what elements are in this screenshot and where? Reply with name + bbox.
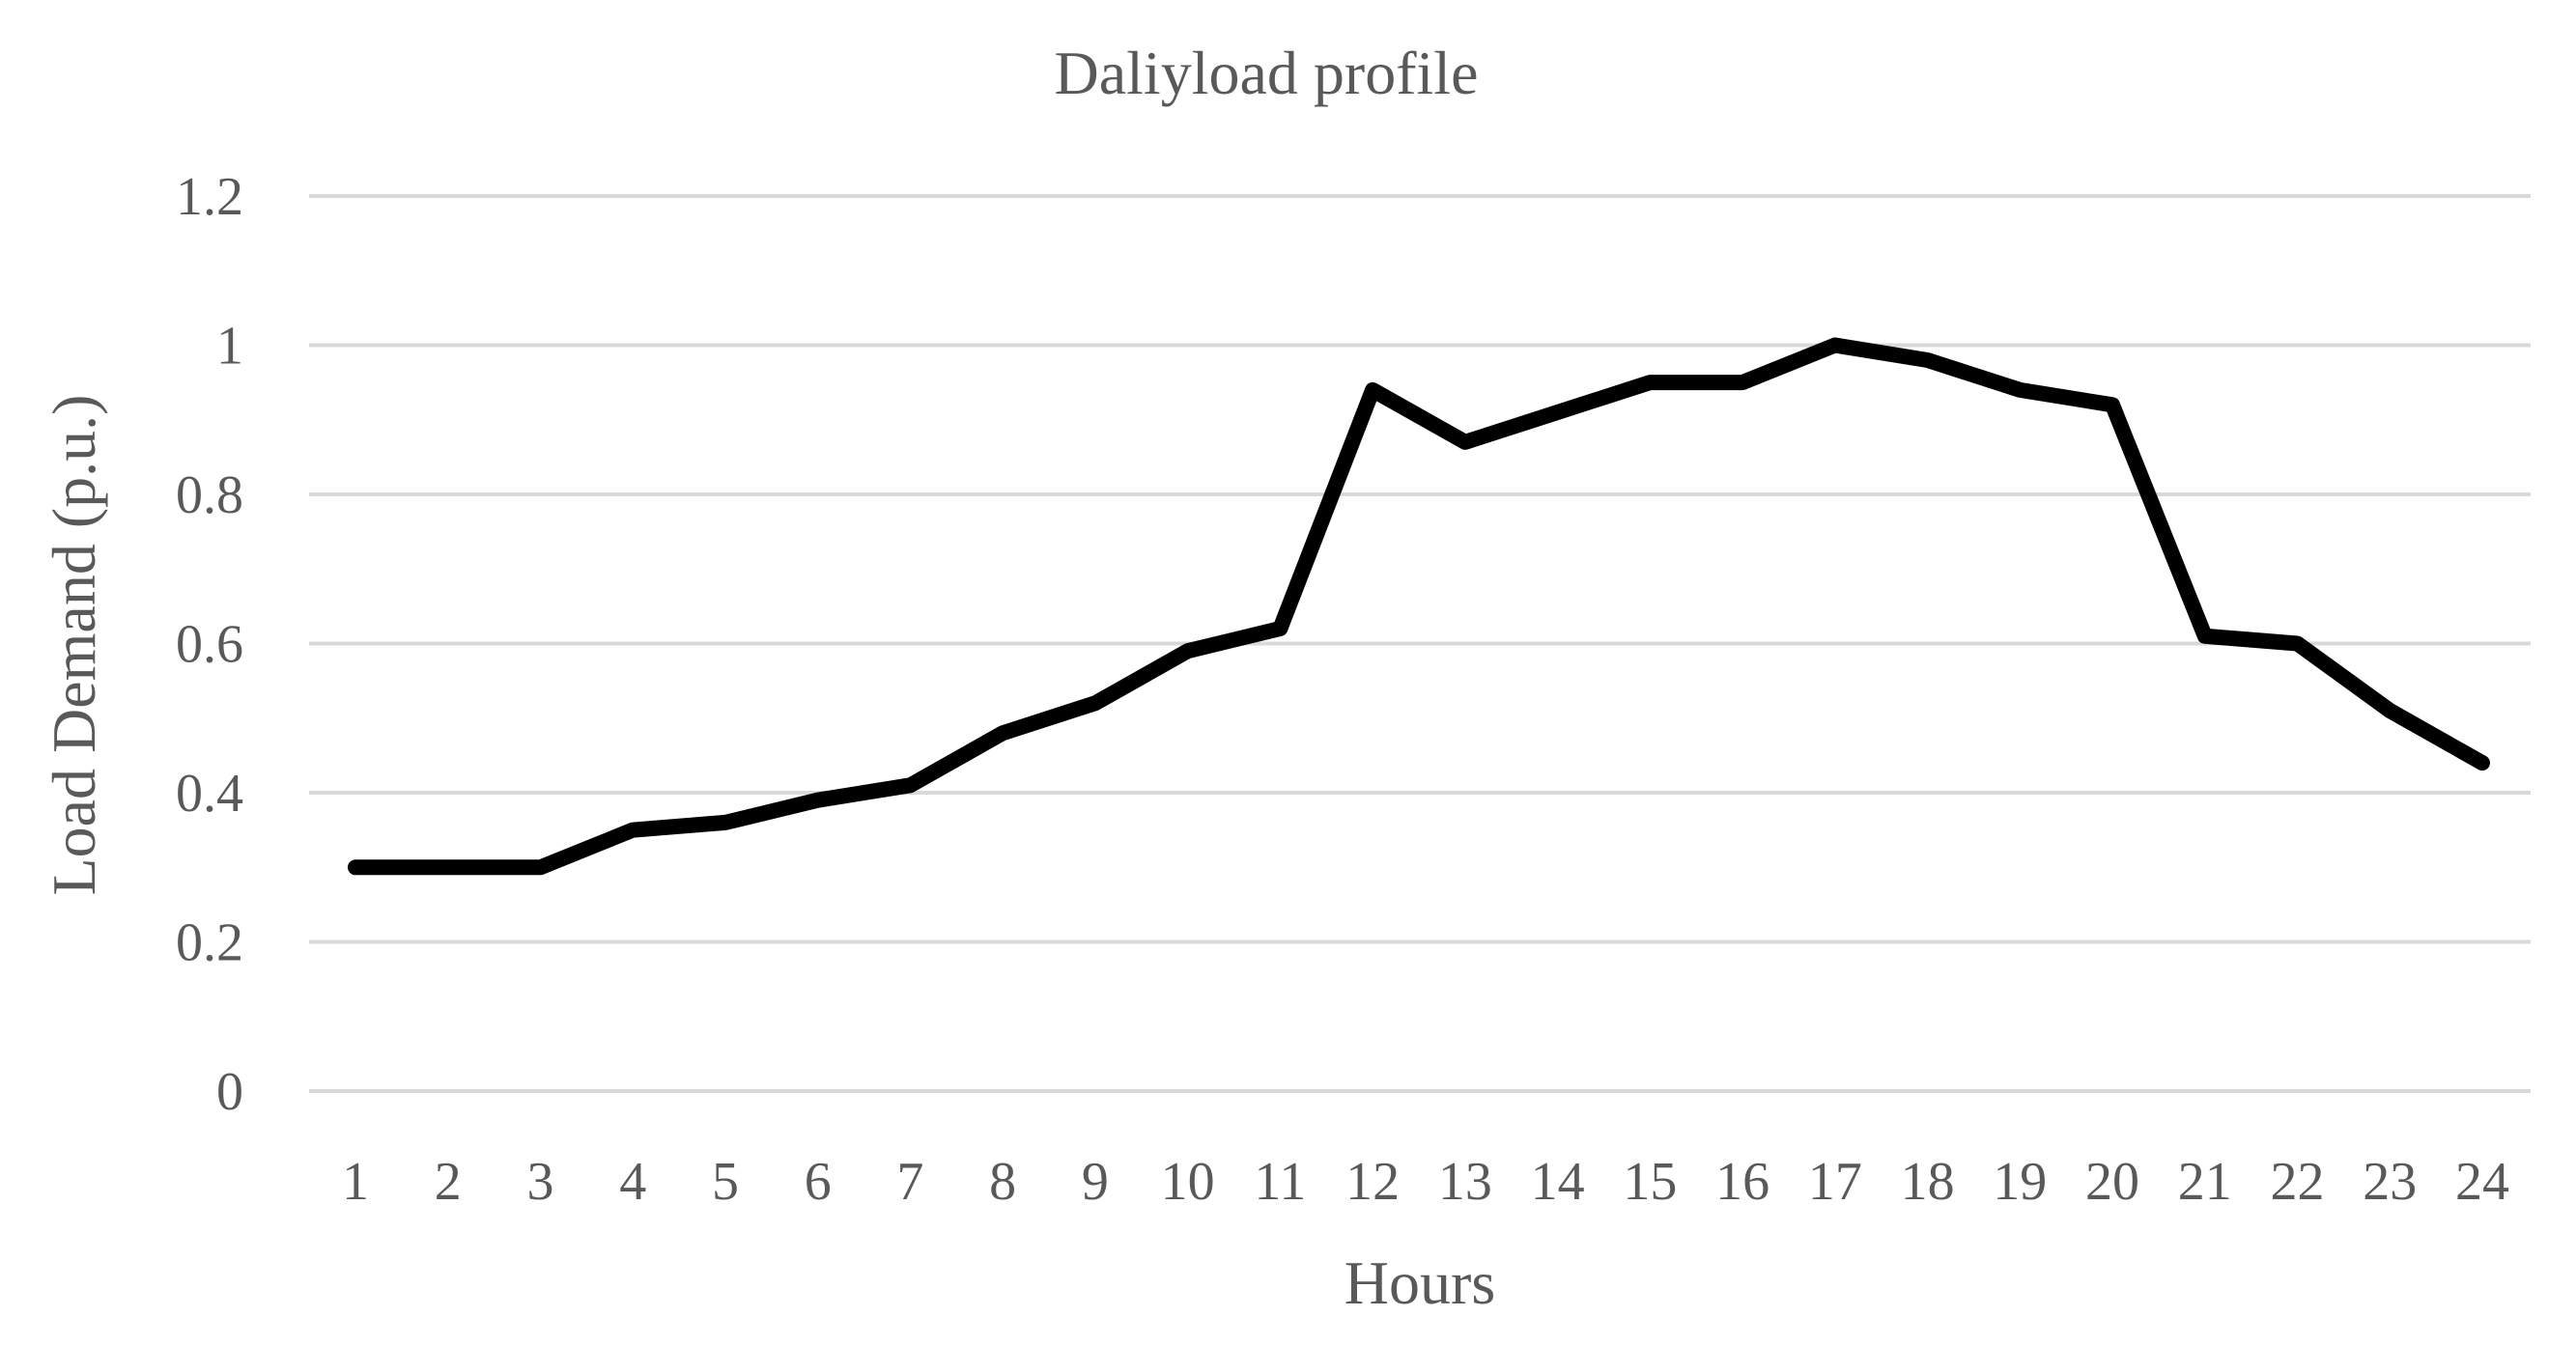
chart-title: Daliyload profile — [1055, 39, 1479, 107]
y-tick-label: 0 — [216, 1062, 243, 1122]
y-tick-label: 0.2 — [176, 913, 243, 973]
data-point — [1094, 702, 1096, 704]
data-point — [2481, 762, 2483, 764]
data-point — [1187, 650, 1189, 652]
data-point — [632, 829, 634, 831]
x-tick-label: 4 — [619, 1152, 646, 1212]
data-point — [724, 822, 726, 824]
x-tick-label: 14 — [1531, 1152, 1585, 1212]
data-point — [2111, 404, 2113, 406]
data-point — [539, 866, 541, 868]
x-tick-label: 6 — [805, 1152, 832, 1212]
data-point — [2204, 635, 2206, 637]
data-point — [447, 866, 449, 868]
x-tick-label: 19 — [1993, 1152, 2047, 1212]
x-tick-label: 10 — [1161, 1152, 1215, 1212]
x-tick-label: 21 — [2178, 1152, 2232, 1212]
gridlines — [309, 194, 2531, 1093]
x-tick-label: 13 — [1438, 1152, 1492, 1212]
data-point — [817, 799, 819, 801]
y-axis-tick-labels: 0 0.2 0.4 0.6 0.8 1 1.2 — [176, 167, 243, 1122]
data-point — [1464, 441, 1466, 443]
x-tick-label: 12 — [1345, 1152, 1400, 1212]
data-point — [2019, 389, 2021, 391]
data-point — [1741, 381, 1743, 383]
x-tick-label: 11 — [1254, 1152, 1306, 1212]
x-tick-label: 23 — [2363, 1152, 2417, 1212]
x-tick-label: 8 — [989, 1152, 1016, 1212]
x-tick-label: 2 — [435, 1152, 462, 1212]
x-tick-label: 9 — [1082, 1152, 1109, 1212]
y-tick-label: 0.6 — [176, 615, 243, 675]
data-point — [1649, 381, 1651, 383]
x-tick-label: 1 — [342, 1152, 369, 1212]
x-tick-label: 7 — [896, 1152, 923, 1212]
y-tick-label: 1.2 — [176, 167, 243, 227]
x-axis-title: Hours — [1345, 1248, 1495, 1317]
y-axis-title: Load Demand (p.u.) — [40, 395, 108, 896]
x-tick-label: 15 — [1623, 1152, 1677, 1212]
data-point — [354, 866, 356, 868]
x-tick-label: 22 — [2271, 1152, 2325, 1212]
data-point — [1002, 732, 1004, 734]
y-tick-label: 0.8 — [176, 465, 243, 525]
series-group — [348, 337, 2490, 876]
x-tick-label: 3 — [526, 1152, 553, 1212]
series-line-0 — [348, 337, 2490, 876]
y-tick-label: 1 — [216, 317, 243, 377]
data-point — [909, 784, 911, 786]
y-tick-label: 0.4 — [176, 764, 243, 824]
data-point — [1557, 411, 1559, 413]
data-point — [1279, 628, 1281, 630]
data-point — [1834, 345, 1836, 346]
x-tick-label: 5 — [712, 1152, 739, 1212]
x-tick-label: 16 — [1715, 1152, 1769, 1212]
data-point — [2389, 710, 2391, 712]
data-point — [2297, 643, 2299, 644]
x-tick-label: 18 — [1901, 1152, 1955, 1212]
x-tick-label: 20 — [2085, 1152, 2139, 1212]
x-tick-label: 17 — [1808, 1152, 1862, 1212]
x-axis-tick-labels: 1 2 3 4 5 6 7 8 9 10 11 12 13 14 15 16 17 18 19 20 21 22 23 24 — [342, 1152, 2509, 1212]
data-point — [1927, 359, 1929, 361]
x-tick-label: 24 — [2455, 1152, 2509, 1212]
